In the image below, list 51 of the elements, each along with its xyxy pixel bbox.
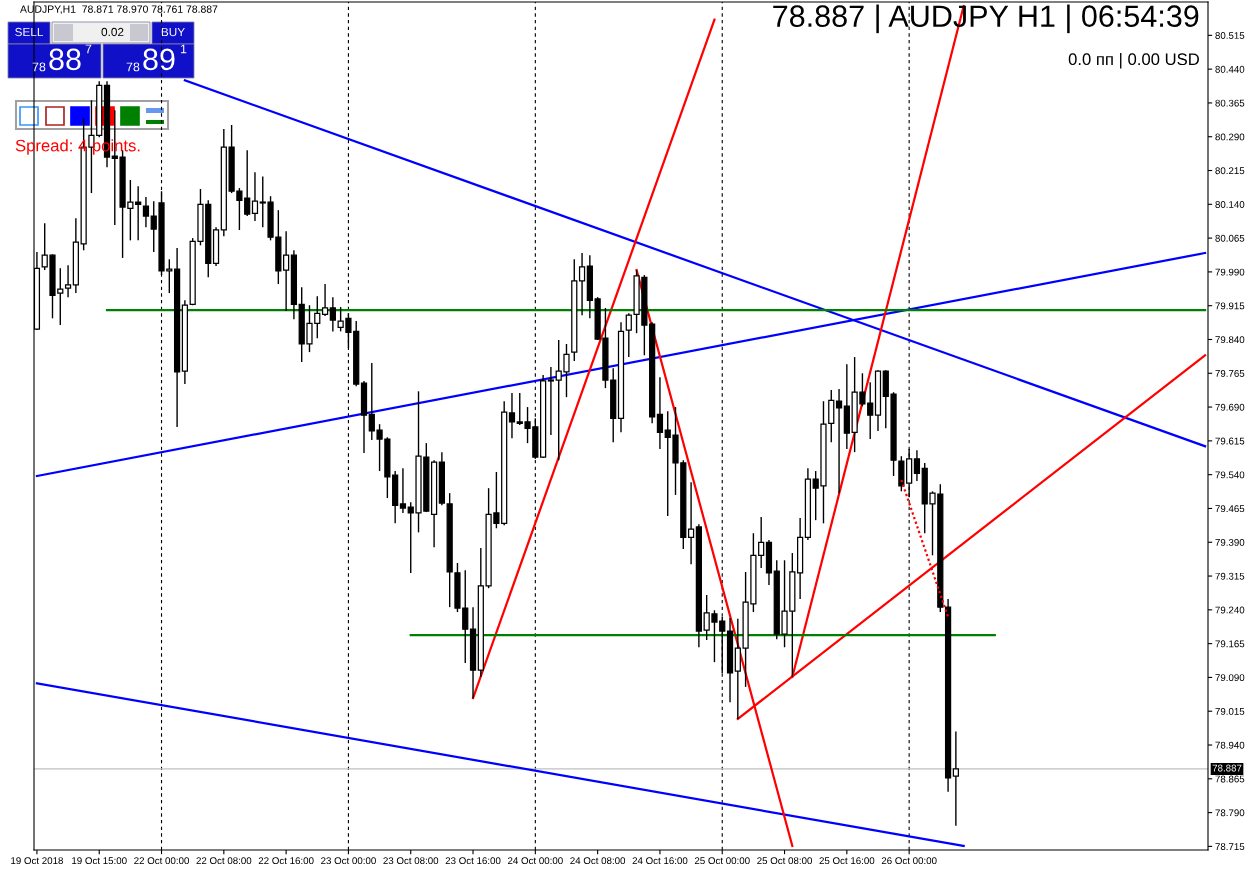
y-tick-label: 79.990 bbox=[1215, 268, 1245, 276]
text: 0.0 пп | 0.00 USD bbox=[1068, 52, 1199, 69]
y-tick-label: 78.790 bbox=[1215, 809, 1245, 817]
x-tick-label: 23 Oct 08:00 bbox=[383, 857, 439, 865]
x-tick-label: 19 Oct 2018 bbox=[11, 857, 63, 865]
y-tick-label: 79.390 bbox=[1215, 538, 1245, 546]
annotation: 78 bbox=[32, 62, 46, 72]
y-tick-label: 78.715 bbox=[1215, 843, 1245, 851]
y-tick-label: 80.365 bbox=[1215, 99, 1245, 107]
y-tick-label: 79.690 bbox=[1215, 403, 1245, 411]
x-tick-label: 22 Oct 00:00 bbox=[134, 857, 189, 865]
y-tick-label: 79.840 bbox=[1215, 336, 1245, 344]
y-tick-label: 80.440 bbox=[1215, 65, 1245, 73]
y-tick-label: 80.065 bbox=[1215, 234, 1245, 242]
annotation: 88 bbox=[49, 48, 81, 71]
x-tick-label: 24 Oct 00:00 bbox=[507, 857, 563, 865]
annotation: 7 bbox=[85, 44, 92, 54]
y-tick-label: 79.540 bbox=[1215, 471, 1245, 479]
x-tick-label: 25 Oct 16:00 bbox=[819, 857, 875, 865]
x-tick-label: 25 Oct 08:00 bbox=[757, 857, 812, 865]
y-tick-label: 80.290 bbox=[1215, 133, 1245, 141]
y-tick-label: 80.515 bbox=[1215, 32, 1245, 39]
y-tick-label: 78.940 bbox=[1215, 741, 1245, 749]
y-tick-label: 79.615 bbox=[1215, 437, 1245, 445]
annotation: BUY bbox=[161, 27, 185, 37]
annotation: 78 bbox=[126, 62, 140, 72]
x-tick-label: 23 Oct 00:00 bbox=[321, 857, 376, 865]
y-tick-label: 80.215 bbox=[1215, 167, 1245, 175]
x-tick-label: 24 Oct 08:00 bbox=[570, 857, 626, 865]
x-tick-label: 24 Oct 16:00 bbox=[632, 857, 688, 865]
annotation: 0.02 bbox=[101, 27, 124, 37]
y-tick-label: 79.765 bbox=[1215, 370, 1245, 377]
x-tick-label: 19 Oct 15:00 bbox=[72, 857, 127, 865]
x-tick-label: 26 Oct 00:00 bbox=[881, 857, 937, 865]
x-tick-label: 22 Oct 16:00 bbox=[258, 857, 314, 865]
annotation: 1 bbox=[180, 44, 187, 54]
ref-line-label: 78.887 bbox=[1212, 764, 1242, 772]
y-tick-label: 79.015 bbox=[1215, 707, 1245, 715]
y-tick-label: 79.915 bbox=[1215, 302, 1245, 310]
x-tick-label: 25 Oct 00:00 bbox=[694, 857, 750, 865]
annotation: 89 bbox=[143, 48, 175, 71]
y-tick-label: 79.090 bbox=[1215, 674, 1245, 682]
y-tick-label: 78.865 bbox=[1215, 775, 1245, 783]
annotation: SELL bbox=[15, 27, 44, 37]
y-tick-label: 80.140 bbox=[1215, 201, 1245, 208]
y-tick-label: 79.465 bbox=[1215, 505, 1245, 513]
y-tick-label: 79.165 bbox=[1215, 640, 1245, 648]
x-tick-label: 22 Oct 08:00 bbox=[196, 857, 252, 865]
y-tick-label: 79.240 bbox=[1215, 606, 1245, 614]
y-tick-label: 79.315 bbox=[1215, 572, 1245, 580]
x-tick-label: 23 Oct 16:00 bbox=[445, 857, 501, 865]
